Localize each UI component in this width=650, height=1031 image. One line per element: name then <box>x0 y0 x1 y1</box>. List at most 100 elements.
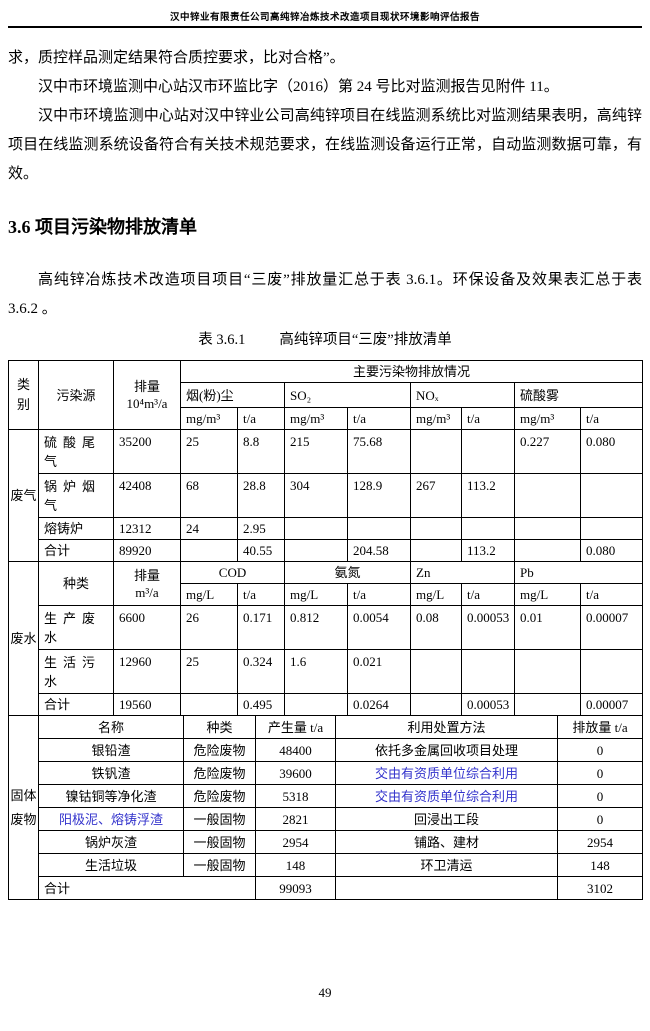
page-number: 49 <box>318 985 332 1000</box>
solid-waste-table: 固体废物 名称 种类 产生量 t/a 利用处置方法 排放量 t/a 银铅渣 危险… <box>8 715 643 900</box>
header-kind: 种类 <box>38 561 114 606</box>
cell: 40.55 <box>237 539 285 562</box>
header-volume-line: m³/a <box>135 584 159 600</box>
cell: 银铅渣 <box>38 738 184 762</box>
header-unit: mg/L <box>410 583 463 606</box>
header-unit: mg/L <box>180 583 238 606</box>
cell <box>410 539 462 562</box>
header-main-pollutants: 主要污染物排放情况 <box>179 360 644 383</box>
cell <box>514 517 581 540</box>
cell: 25 <box>180 429 238 474</box>
cell <box>180 539 238 562</box>
cell: 0.0054 <box>347 605 412 650</box>
cell <box>514 539 581 562</box>
cell: 0.00007 <box>580 693 644 716</box>
header-volume-line: 排量 <box>133 567 160 583</box>
cell: 2954 <box>557 830 643 854</box>
total-amount: 99093 <box>255 876 336 900</box>
cell: 交由有资质单位综合利用 <box>335 784 558 808</box>
header-acid-mist: 硫酸雾 <box>513 382 644 408</box>
cell: 39600 <box>255 761 336 785</box>
header-pollution-source: 污染源 <box>38 360 114 430</box>
header-pb: Pb <box>514 561 644 584</box>
cell: 2821 <box>255 807 336 831</box>
cell: 113.2 <box>461 539 515 562</box>
cell: 75.68 <box>347 429 411 474</box>
total-label: 合计 <box>38 876 256 900</box>
table-caption-label: 表 3.6.1 <box>198 332 246 348</box>
cell: 0 <box>557 807 643 831</box>
cell: 68 <box>180 473 238 518</box>
category-label-waste-water: 废水 <box>8 561 39 716</box>
cell: 128.9 <box>347 473 411 518</box>
header-unit: mg/L <box>284 583 349 606</box>
cell: 148 <box>255 853 336 877</box>
cell: 生活污水 <box>38 649 114 694</box>
cell <box>284 517 348 540</box>
header-name: 名称 <box>38 715 184 739</box>
header-unit: t/a <box>580 583 644 606</box>
header-emission: 排放量 t/a <box>557 715 643 739</box>
cell: 8.8 <box>237 429 285 474</box>
waste-water-table: 废水 种类 排量 m³/a COD 氨氮 Zn Pb mg/L t/a mg/L… <box>8 561 644 716</box>
cell: 204.58 <box>347 539 411 562</box>
paragraph: 求，质控样品测定结果符合质控要求，比对合格”。 <box>8 50 345 66</box>
header-category: 类别 <box>8 360 39 430</box>
cell <box>180 693 238 716</box>
cell: 113.2 <box>461 473 515 518</box>
cell: 25 <box>180 649 238 694</box>
header-unit: mg/m³ <box>514 407 581 430</box>
cell <box>284 693 349 716</box>
header-unit: t/a <box>579 407 644 430</box>
table-caption-title: 高纯锌项目“三废”排放清单 <box>279 332 452 348</box>
cell: 危险废物 <box>183 738 256 762</box>
cell: 铁钒渣 <box>38 761 184 785</box>
cell: 0.00053 <box>461 605 516 650</box>
header-unit: mg/m³ <box>410 407 462 430</box>
page-header-title: 汉中锌业有限责任公司高纯锌冶炼技术改造项目现状环境影响评估报告 <box>169 13 480 23</box>
cell: 熔铸炉 <box>38 517 114 540</box>
cell <box>514 649 582 694</box>
cell <box>410 429 462 474</box>
cell: 0.495 <box>236 693 286 716</box>
cell: 0.171 <box>236 605 286 650</box>
cell: 24 <box>180 517 238 540</box>
cell: 硫酸尾气 <box>38 429 114 474</box>
cell: 一般固物 <box>183 807 256 831</box>
header-volume-line: 排量 <box>133 379 160 394</box>
cell: 生产废水 <box>38 605 114 650</box>
header-unit: t/a <box>347 583 412 606</box>
cell <box>514 473 581 518</box>
cell: 0.0264 <box>347 693 412 716</box>
cell: 0 <box>557 784 643 808</box>
cell: 42408 <box>113 473 181 518</box>
cell: 0.08 <box>410 605 463 650</box>
cell: 阳极泥、熔铸浮渣 <box>38 807 184 831</box>
cell: 0.080 <box>579 429 644 474</box>
cell: 35200 <box>113 429 181 474</box>
cell <box>514 693 582 716</box>
waste-gas-table: 类别 污染源 排量 10⁴m³/a 主要污染物排放情况 烟(粉)尘 SO₂ NO… <box>8 360 644 562</box>
header-kind: 种类 <box>183 715 256 739</box>
cell: 0.00053 <box>461 693 516 716</box>
header-cod: COD <box>179 561 286 584</box>
cell: 148 <box>557 853 643 877</box>
paragraph: 汉中市环境监测中心站汉市环监比字（2016）第 24 号比对监测报告见附件 11… <box>38 79 559 95</box>
header-unit: mg/m³ <box>284 407 348 430</box>
cell: 交由有资质单位综合利用 <box>335 761 558 785</box>
header-volume-line: 10⁴m³/a <box>126 396 168 411</box>
header-unit: mg/L <box>514 583 582 606</box>
cell: 一般固物 <box>183 830 256 854</box>
cell: 铺路、建材 <box>335 830 558 854</box>
cell: 0 <box>557 761 643 785</box>
cell: 镍钴铜等净化渣 <box>38 784 184 808</box>
cell: 生活垃圾 <box>38 853 184 877</box>
cell: 89920 <box>113 539 181 562</box>
cell: 依托多金属回收项目处理 <box>335 738 558 762</box>
header-unit: mg/m³ <box>180 407 238 430</box>
cell: 回浸出工段 <box>335 807 558 831</box>
cell: 0.227 <box>514 429 581 474</box>
cell: 26 <box>180 605 238 650</box>
cell: 28.8 <box>237 473 285 518</box>
